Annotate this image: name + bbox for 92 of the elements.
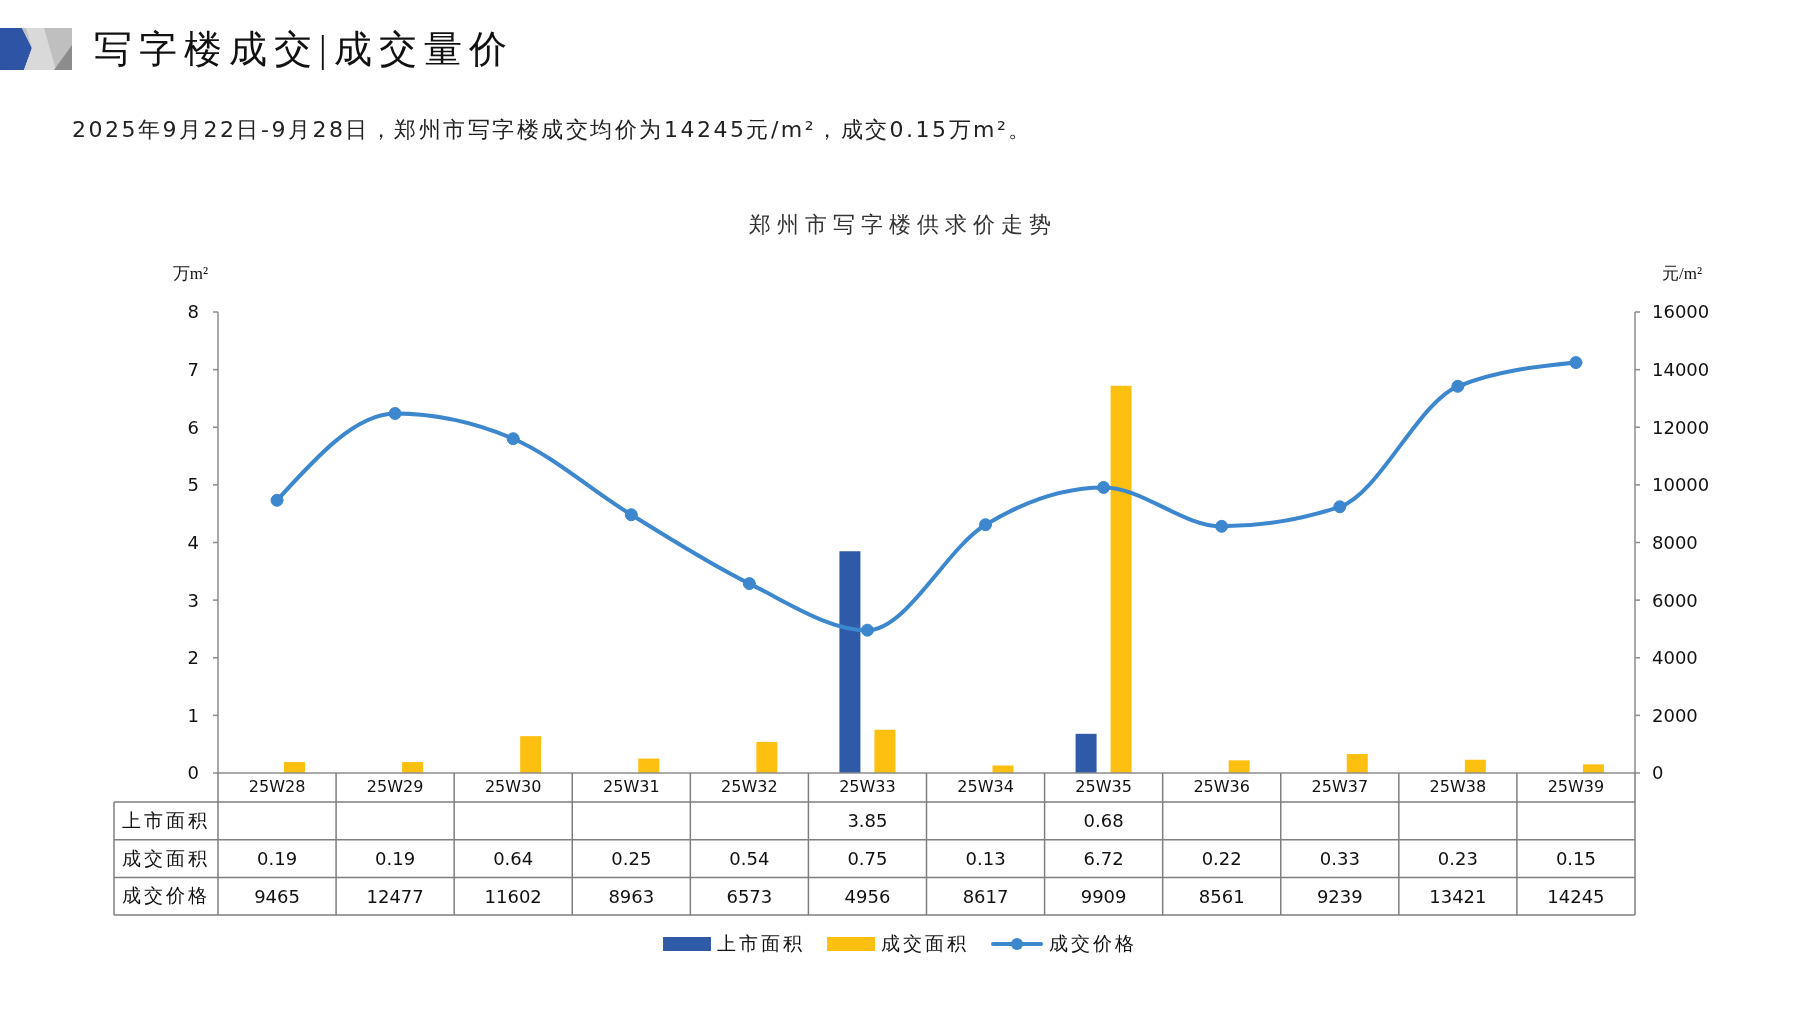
- bar: [520, 736, 542, 773]
- x-tick-label: 25W31: [603, 777, 660, 797]
- bar: [1075, 733, 1097, 773]
- y-tick-label: 7: [187, 359, 199, 381]
- y2-tick-label: 2000: [1652, 704, 1698, 726]
- data-label: 0.22: [1201, 848, 1242, 870]
- bar: [1346, 753, 1368, 773]
- data-label: 11602: [484, 885, 542, 907]
- x-tick-label: 25W29: [366, 777, 424, 797]
- data-label: 0.23: [1437, 848, 1478, 870]
- point: [1569, 356, 1583, 370]
- bar: [874, 729, 896, 773]
- data-label: 3.85: [847, 810, 888, 832]
- data-label: 0.19: [375, 848, 416, 870]
- y-tick-label: 3: [187, 589, 199, 611]
- x-tick-label: 25W33: [839, 777, 896, 797]
- y2-tick-label: 12000: [1652, 416, 1710, 438]
- y2-tick-label: 10000: [1652, 474, 1710, 496]
- bar: [1110, 385, 1132, 773]
- data-label: 4956: [844, 885, 891, 907]
- legend-label: 成交价格: [1049, 933, 1137, 954]
- x-tick-label: 25W28: [248, 777, 306, 797]
- data-label: 0.19: [257, 848, 298, 870]
- y-tick-label: 4: [187, 531, 199, 553]
- bar: [402, 762, 424, 773]
- x-tick-label: 25W39: [1547, 777, 1605, 797]
- chart-title: 写字楼成交|成交量价: [94, 28, 514, 70]
- x-tick-label: 25W37: [1311, 777, 1369, 797]
- data-label: 8617: [962, 885, 1009, 907]
- y2-tick-label: 8000: [1652, 531, 1698, 553]
- bar: [1582, 764, 1604, 773]
- point: [506, 432, 520, 446]
- text: 成交价格: [122, 885, 210, 907]
- point: [742, 577, 756, 591]
- x-tick-label: 25W36: [1193, 777, 1250, 797]
- x-tick-label: 25W30: [484, 777, 542, 797]
- y2-tick-label: 16000: [1652, 301, 1710, 323]
- bar: [1228, 760, 1250, 773]
- y2-tick-label: 6000: [1652, 589, 1698, 611]
- y-tick-label: 2: [187, 647, 199, 669]
- data-label: 0.64: [493, 848, 534, 870]
- data-label: 8561: [1198, 885, 1245, 907]
- data-label: 0.15: [1555, 848, 1596, 870]
- y-axis-title: 万m²: [172, 264, 208, 283]
- x-tick-label: 25W35: [1075, 777, 1132, 797]
- data-label: 12477: [366, 885, 424, 907]
- data-label: 0.33: [1319, 848, 1360, 870]
- point: [1215, 519, 1229, 533]
- data-label: 0.75: [847, 848, 888, 870]
- point: [388, 407, 402, 421]
- point: [1097, 481, 1111, 494]
- y2-tick-label: 14000: [1652, 359, 1710, 381]
- bar: [1464, 759, 1486, 773]
- data-label: 9909: [1080, 885, 1127, 907]
- y2-tick-label: 4000: [1652, 647, 1698, 669]
- y-tick-label: 5: [187, 474, 199, 496]
- text: 上市面积: [122, 809, 210, 831]
- point: [1451, 379, 1465, 393]
- data-label: 9465: [254, 885, 300, 907]
- y-tick-label: 0: [187, 762, 199, 784]
- x-tick-label: 25W34: [957, 777, 1014, 797]
- y2-axis-title: 元/m²: [1662, 264, 1703, 283]
- point: [270, 493, 284, 507]
- chart-subtitle: 2025年9月22日-9月28日，郑州市写字楼成交均价为14245元/m²，成交0.15万m²。: [72, 117, 1033, 142]
- data-label: 13421: [1429, 885, 1487, 907]
- y-tick-label: 6: [187, 416, 199, 438]
- data-label: 8963: [608, 885, 655, 907]
- point: [1333, 500, 1347, 514]
- legend-label: 成交面积: [881, 933, 969, 954]
- data-label: 9239: [1316, 885, 1363, 907]
- data-label: 0.54: [729, 848, 770, 870]
- x-tick-label: 25W38: [1429, 777, 1487, 797]
- text: 郑州市写字楼供求价走势: [749, 212, 1057, 237]
- y-tick-label: 8: [187, 301, 199, 323]
- point: [860, 623, 874, 637]
- text: 成交面积: [122, 847, 210, 869]
- bar: [756, 741, 778, 773]
- data-label: 14245: [1547, 885, 1605, 907]
- data-label: 0.68: [1083, 810, 1124, 832]
- y-tick-label: 1: [187, 704, 199, 726]
- bar: [839, 551, 861, 773]
- x-tick-label: 25W32: [721, 777, 778, 797]
- y2-tick-label: 0: [1652, 762, 1664, 784]
- legend-label: 上市面积: [717, 933, 805, 954]
- bar: [284, 762, 305, 773]
- point: [624, 508, 638, 522]
- data-label: 6.72: [1083, 848, 1124, 870]
- bar: [638, 758, 660, 773]
- data-label: 0.25: [611, 848, 652, 870]
- data-label: 0.13: [965, 848, 1006, 870]
- point: [979, 518, 993, 532]
- data-label: 6573: [726, 885, 773, 907]
